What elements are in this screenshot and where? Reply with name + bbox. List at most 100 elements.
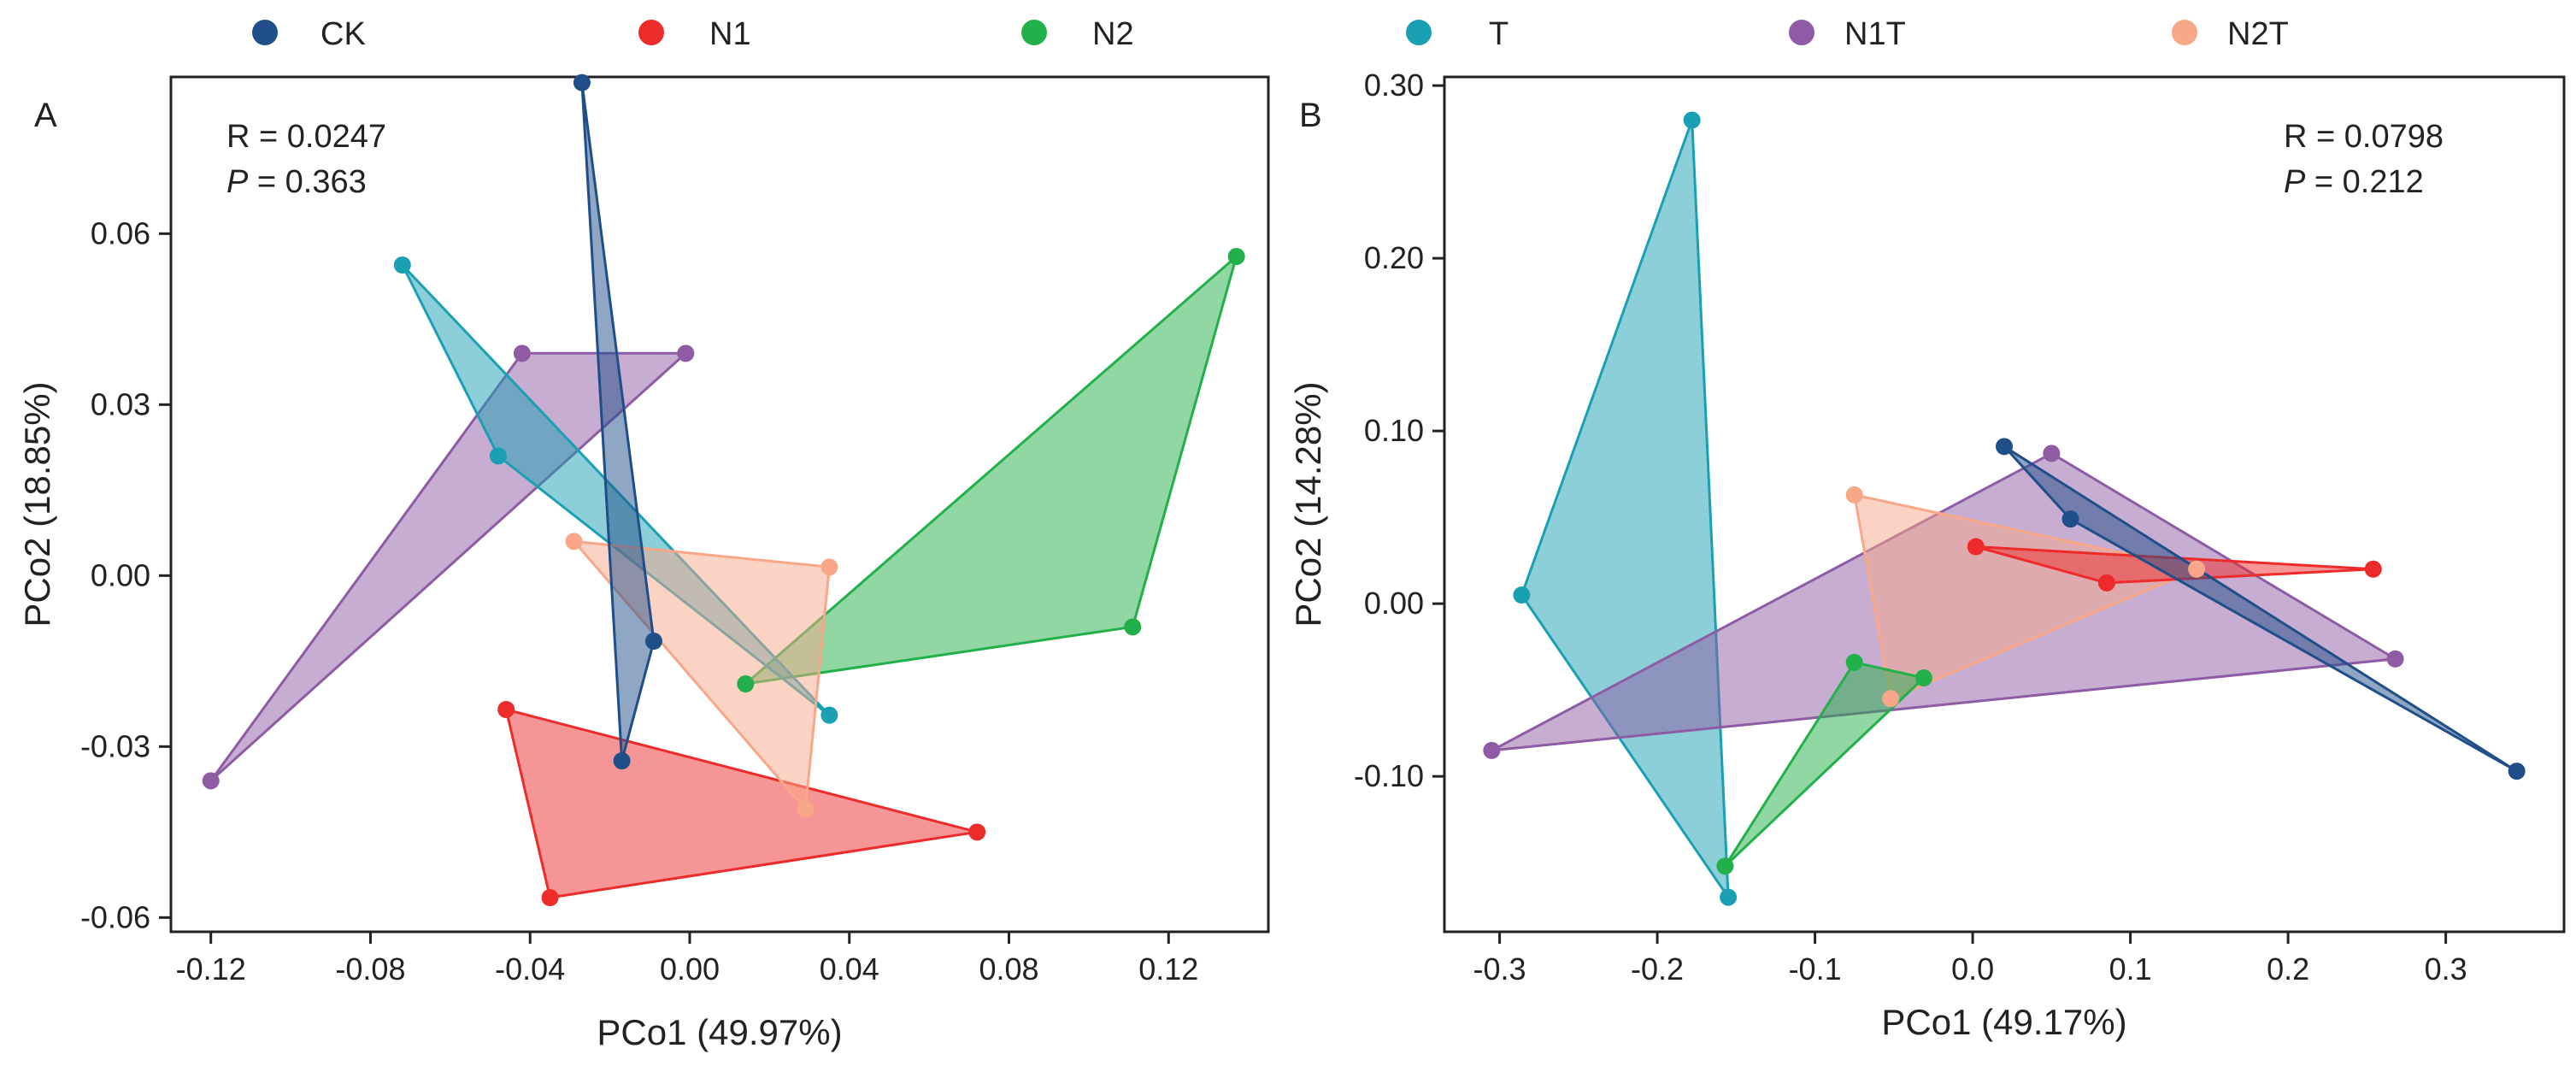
legend-marker-t bbox=[1406, 20, 1432, 45]
panel-b-plot-frame bbox=[1443, 75, 2566, 933]
panel-b-point-n2t bbox=[1845, 486, 1863, 504]
legend-marker-n1t bbox=[1789, 20, 1814, 45]
panel-a-point-n1 bbox=[497, 701, 515, 718]
legend-label-n1t: N1T bbox=[1844, 16, 1906, 52]
panel-a-y-axis-title: PCo2 (18.85%) bbox=[17, 381, 57, 627]
panel-b-y-ticks: -0.10 0.00 0.10 0.20 0.30 bbox=[1354, 68, 1444, 793]
panel-a-x-tick-label: 0.00 bbox=[660, 951, 720, 986]
legend-item-n1t: N1T bbox=[1789, 16, 1906, 52]
legend: CK N1 N2 T N1T N2T bbox=[252, 16, 2289, 52]
panel-a-x-ticks: -0.12 -0.08 -0.04 0.00 0.04 0.08 0.12 bbox=[176, 932, 1198, 986]
panel-a-r-stat: R = 0.0247 bbox=[226, 119, 386, 155]
panel-b-p-stat: P = 0.212 bbox=[2284, 164, 2424, 200]
panel-b-point-n2t bbox=[1882, 690, 1900, 708]
panel-a-y-ticks: -0.06 -0.03 0.00 0.03 0.06 bbox=[80, 215, 171, 934]
panel-a-points bbox=[202, 74, 1245, 906]
panel-a-point-n2t bbox=[820, 558, 838, 576]
panel-a-x-tick-label: -0.12 bbox=[176, 951, 246, 986]
legend-item-n1: N1 bbox=[638, 16, 751, 52]
panel-a-point-n1 bbox=[541, 889, 559, 906]
panel-a-point-ck bbox=[644, 633, 662, 650]
panel-b-point-n1t bbox=[1483, 741, 1501, 759]
panel-a-x-tick-label: -0.08 bbox=[335, 951, 405, 986]
panel-b-x-tick-label: -0.1 bbox=[1789, 951, 1842, 986]
legend-item-n2t: N2T bbox=[2172, 16, 2289, 52]
panel-b-polygons bbox=[1490, 119, 2519, 899]
legend-marker-n1 bbox=[638, 20, 664, 45]
panel-b-point-n1t bbox=[2386, 650, 2404, 668]
panel-b-point-ck bbox=[2061, 510, 2079, 528]
panel-b-y-tick-label: 0.30 bbox=[1364, 68, 1424, 103]
legend-label-t: T bbox=[1489, 16, 1509, 52]
panel-a-hull-n1 bbox=[504, 708, 979, 899]
panel-b-point-n2 bbox=[1716, 857, 1734, 875]
panel-a-point-n2 bbox=[737, 675, 755, 692]
panel-b-x-tick-label: 0.0 bbox=[1951, 951, 1994, 986]
panel-b-x-tick-label: -0.3 bbox=[1473, 951, 1526, 986]
panel-b-point-n2t bbox=[2188, 560, 2206, 578]
panel-a-label: A bbox=[34, 97, 57, 134]
panel-a-x-tick-label: 0.12 bbox=[1138, 951, 1198, 986]
panel-a-polygons bbox=[209, 81, 1238, 899]
panel-a-plot-frame bbox=[169, 75, 1270, 933]
legend-label-n1: N1 bbox=[709, 16, 751, 52]
panel-b-x-tick-label: -0.2 bbox=[1631, 951, 1684, 986]
legend-label-ck: CK bbox=[321, 16, 366, 52]
panel-a-x-tick-label: 0.04 bbox=[820, 951, 879, 986]
panel-a-point-n2t bbox=[797, 800, 815, 818]
panel-b-point-t bbox=[1720, 888, 1738, 906]
panel-b-x-ticks: -0.3 -0.2 -0.1 0.0 0.1 0.2 0.3 bbox=[1473, 932, 2467, 986]
panel-a-y-tick-label: 0.03 bbox=[91, 386, 150, 421]
panel-b-point-n2 bbox=[1914, 669, 1932, 687]
panel-b-y-tick-label: 0.00 bbox=[1364, 586, 1424, 621]
panel-a-point-n2 bbox=[1227, 248, 1245, 265]
legend-item-t: T bbox=[1406, 16, 1509, 52]
panel-b-point-t bbox=[1683, 111, 1701, 129]
panel-b-point-n1 bbox=[2097, 574, 2115, 592]
panel-a-x-tick-label: -0.04 bbox=[495, 951, 565, 986]
panel-b-hull-ck bbox=[2003, 445, 2519, 773]
panel-a-point-n1t bbox=[202, 772, 220, 790]
panel-a-point-ck bbox=[613, 752, 631, 769]
panel-b-point-n2 bbox=[1845, 653, 1863, 671]
panel-a-y-tick-label: 0.06 bbox=[91, 215, 150, 250]
panel-b-x-axis-title: PCo1 (49.17%) bbox=[1881, 1002, 2126, 1042]
panel-b-x-tick-label: 0.1 bbox=[2109, 951, 2152, 986]
legend-marker-ck bbox=[252, 20, 278, 45]
legend-marker-n2 bbox=[1021, 20, 1047, 45]
panel-b: B -0.3 -0.2 -0.1 0.0 0.1 0.2 0.3 -0.10 0.00 0.10… bbox=[1288, 68, 2566, 1042]
panel-a-hull-ck bbox=[580, 81, 656, 763]
panel-a-point-n2t bbox=[565, 533, 583, 551]
panel-b-point-n1 bbox=[1967, 538, 1985, 556]
panel-b-x-tick-label: 0.2 bbox=[2267, 951, 2309, 986]
panel-b-p-symbol: P bbox=[2284, 164, 2306, 200]
legend-marker-n2t bbox=[2172, 20, 2197, 45]
panel-a-x-tick-label: 0.08 bbox=[979, 951, 1038, 986]
panel-a-point-n1t bbox=[513, 345, 531, 362]
panel-a-hull-n2 bbox=[744, 255, 1238, 686]
panel-b-point-n1t bbox=[2043, 445, 2061, 462]
panel-b-point-n1 bbox=[2364, 560, 2382, 578]
panel-a-point-n1t bbox=[677, 345, 695, 362]
panel-b-point-ck bbox=[2508, 763, 2526, 780]
panel-b-y-tick-label: -0.10 bbox=[1354, 758, 1424, 793]
panel-a-point-t bbox=[393, 256, 411, 274]
panel-a-y-tick-label: -0.06 bbox=[80, 899, 150, 934]
legend-label-n2t: N2T bbox=[2227, 16, 2289, 52]
panel-a-y-tick-label: -0.03 bbox=[80, 728, 150, 763]
panel-b-p-value: = 0.212 bbox=[2305, 164, 2423, 200]
panel-a-point-ck bbox=[573, 74, 591, 91]
panel-b-hull-t bbox=[1520, 119, 1730, 899]
panel-b-points bbox=[1483, 111, 2526, 906]
legend-label-n2: N2 bbox=[1092, 16, 1134, 52]
panel-a-x-axis-title: PCo1 (49.97%) bbox=[597, 1012, 842, 1052]
panel-b-point-ck bbox=[1996, 438, 2013, 456]
panel-a-p-stat: P = 0.363 bbox=[226, 164, 367, 200]
panel-b-label: B bbox=[1299, 97, 1322, 134]
panel-a-point-n1 bbox=[968, 823, 986, 841]
panel-b-point-t bbox=[1513, 586, 1531, 604]
panel-a-y-tick-label: 0.00 bbox=[91, 557, 150, 592]
panel-b-r-stat: R = 0.0798 bbox=[2284, 119, 2444, 155]
legend-item-n2: N2 bbox=[1021, 16, 1134, 52]
